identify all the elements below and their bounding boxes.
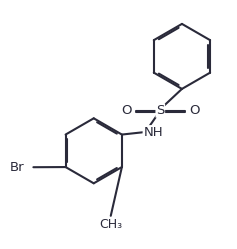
Text: CH₃: CH₃ bbox=[99, 218, 122, 231]
Text: Br: Br bbox=[9, 161, 24, 174]
Text: NH: NH bbox=[143, 126, 163, 139]
Text: O: O bbox=[189, 104, 200, 117]
Text: S: S bbox=[156, 104, 164, 117]
Text: O: O bbox=[121, 104, 132, 117]
